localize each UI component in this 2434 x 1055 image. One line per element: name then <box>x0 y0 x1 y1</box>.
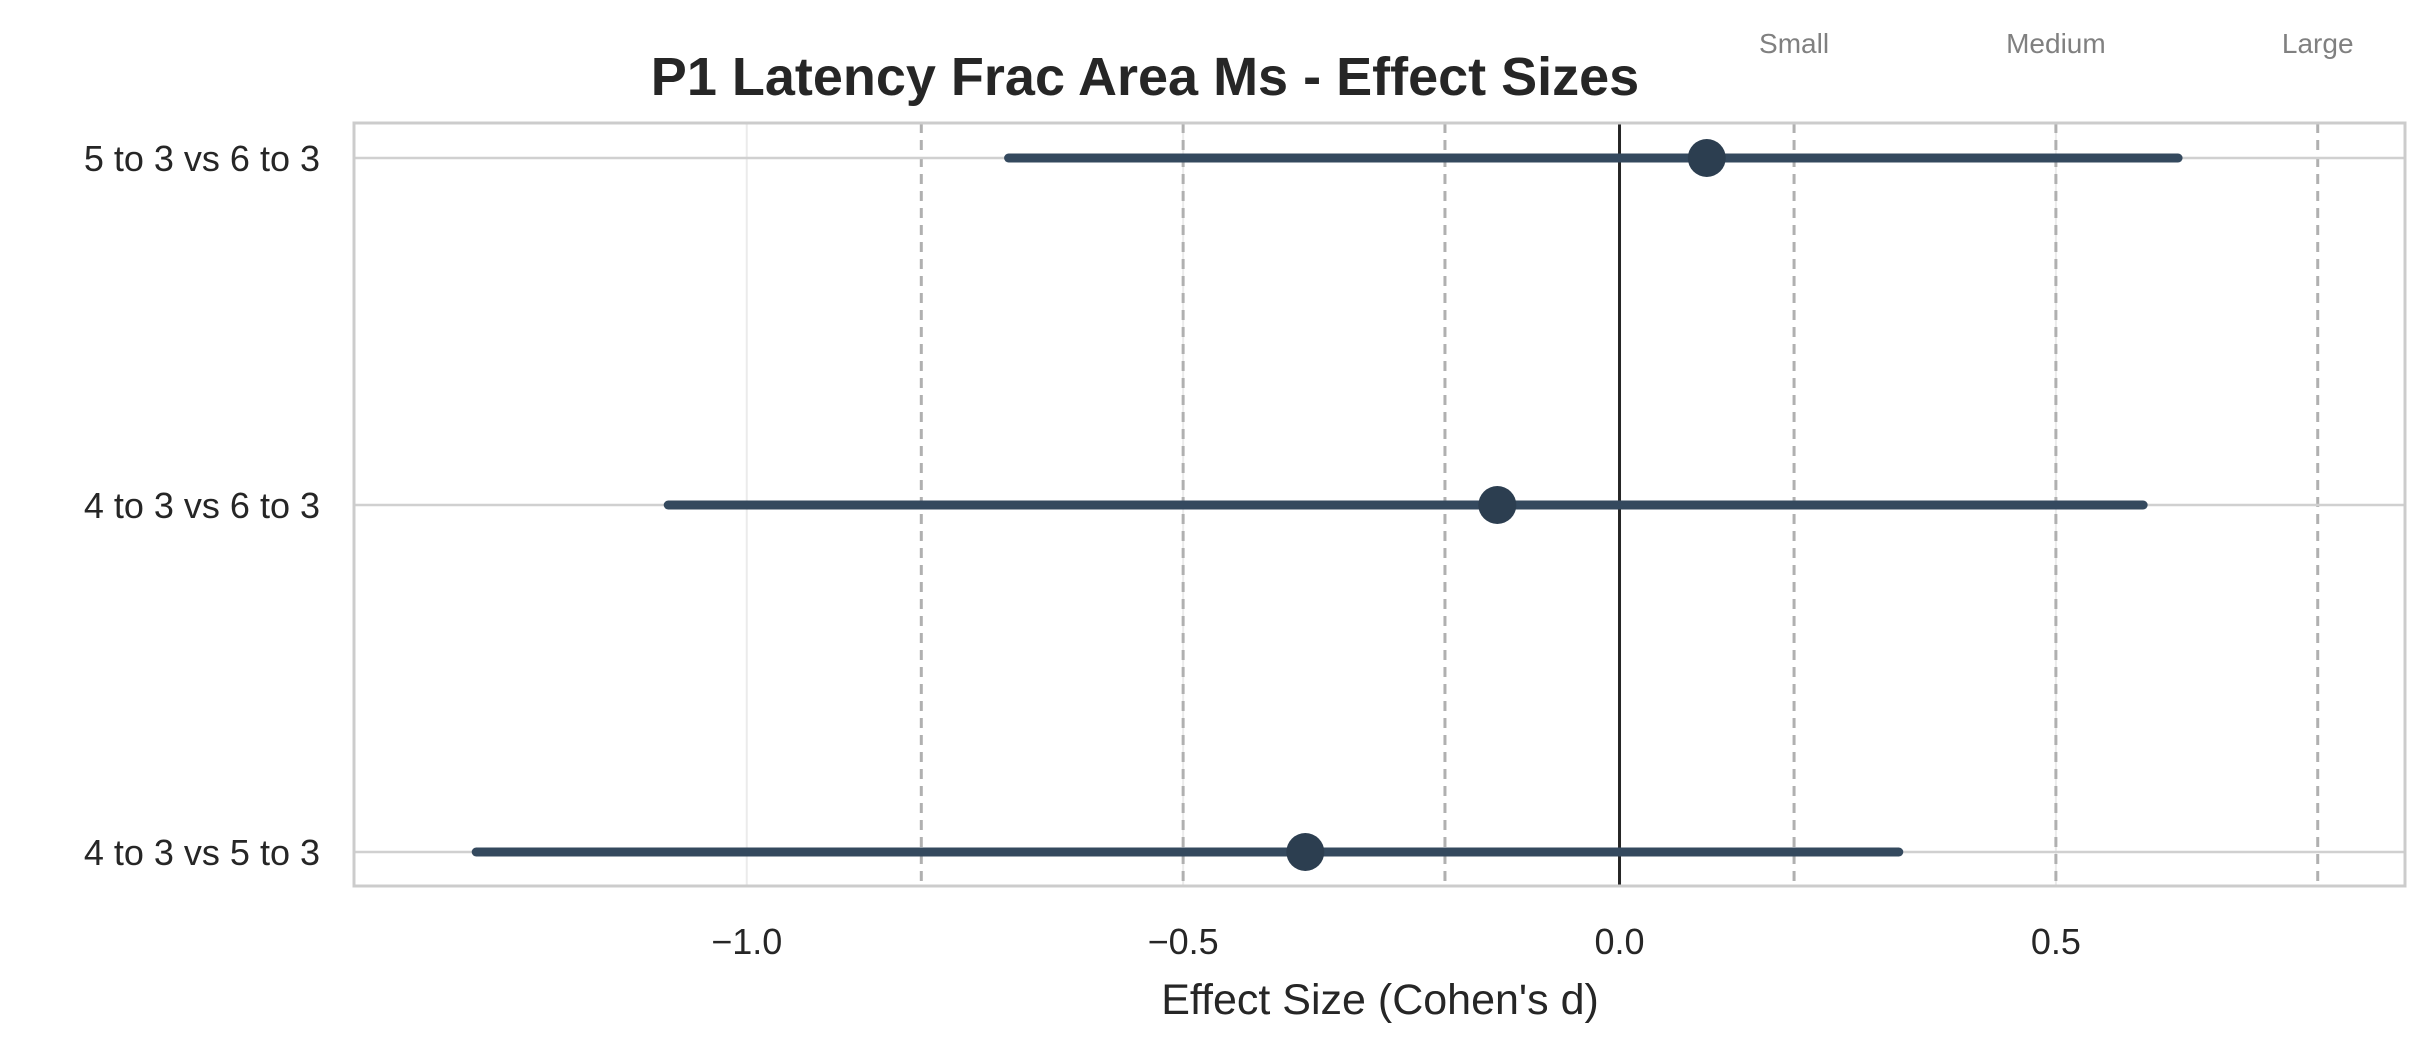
x-tick-label: −1.0 <box>711 921 782 962</box>
effect-point <box>1478 486 1517 524</box>
threshold-label: Small <box>1759 28 1829 59</box>
x-axis-label: Effect Size (Cohen's d) <box>1161 976 1599 1024</box>
effect-point <box>1286 833 1325 871</box>
plot-frame <box>352 121 2407 888</box>
x-tick-label: 0.0 <box>1594 921 1644 962</box>
y-tick-label-layer: 5 to 3 vs 6 to 3 4 to 3 vs 6 to 3 4 to 3 v… <box>84 138 320 873</box>
confidence-interval-layer <box>471 153 2183 857</box>
threshold-label: Large <box>2282 28 2354 59</box>
y-tick-label: 5 to 3 vs 6 to 3 <box>84 138 320 179</box>
effect-point-layer <box>1286 139 1726 871</box>
effect-point <box>1687 139 1726 177</box>
y-tick-label: 4 to 3 vs 5 to 3 <box>84 832 320 873</box>
chart-title: P1 Latency Frac Area Ms - Effect Sizes <box>651 47 1639 107</box>
threshold-label-layer: Small Medium Large <box>1759 28 2353 59</box>
x-tick-label: −0.5 <box>1148 921 1219 962</box>
y-tick-label: 4 to 3 vs 6 to 3 <box>84 485 320 526</box>
x-tick-label-layer: −1.0 −0.5 0.0 0.5 <box>711 921 2081 962</box>
x-tick-label: 0.5 <box>2031 921 2081 962</box>
threshold-label: Medium <box>2006 28 2106 59</box>
